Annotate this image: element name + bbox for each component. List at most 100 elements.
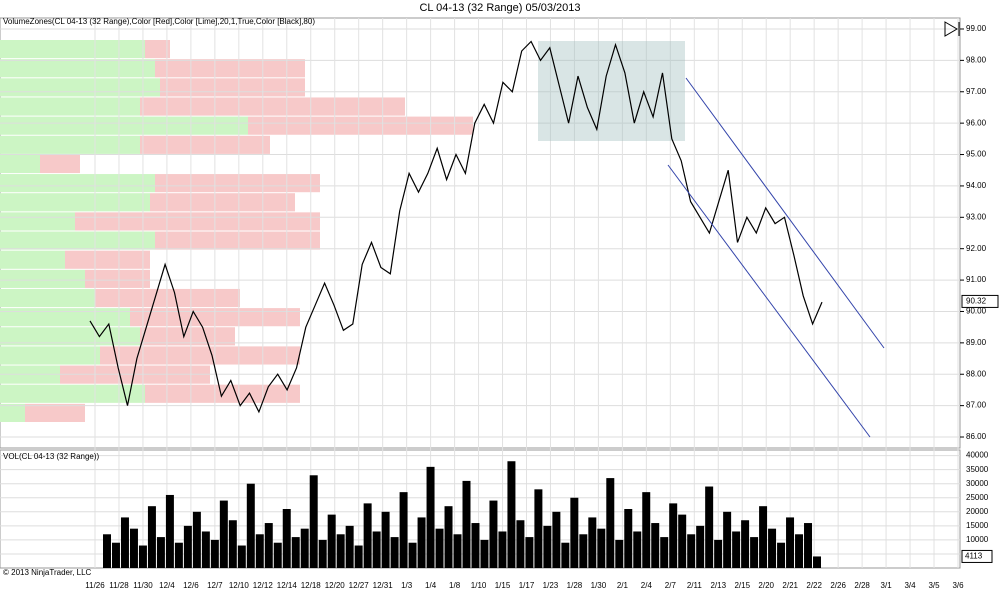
volume-bar: [534, 489, 543, 568]
volume-bar: [219, 500, 228, 568]
volume-bar: [327, 514, 336, 568]
volume-bar: [588, 517, 597, 568]
volume-bar: [138, 545, 147, 568]
x-tick-label: 1/10: [471, 581, 487, 590]
volume-bar: [426, 466, 435, 568]
volume-bar: [516, 520, 525, 568]
volume-bar: [183, 525, 192, 568]
current-volume-box: [961, 549, 993, 563]
volume-bar: [741, 520, 750, 568]
volume-bar: [435, 528, 444, 568]
y-tick-label: 15000: [966, 521, 989, 530]
volume-bar: [480, 539, 489, 568]
chart-title: CL 04-13 (32 Range) 05/03/2013: [419, 2, 580, 14]
volume-bar: [363, 503, 372, 568]
play-icon[interactable]: [944, 21, 958, 37]
volume-bar: [714, 539, 723, 568]
volume-bar: [633, 531, 642, 568]
volume-bar: [498, 531, 507, 568]
zone-buy: [0, 231, 155, 250]
y-tick-label: 88.00: [966, 369, 987, 378]
volume-bar: [687, 534, 696, 568]
x-tick-label: 2/20: [758, 581, 774, 590]
volume-bar: [345, 525, 354, 568]
volume-bar: [597, 528, 606, 568]
y-tick-label: 86.00: [966, 432, 987, 441]
volume-bar: [453, 534, 462, 568]
x-tick-label: 2/13: [710, 581, 726, 590]
volume-bar: [561, 542, 570, 568]
volume-bar: [103, 534, 111, 568]
y-tick-label: 10000: [966, 535, 989, 544]
zone-buy: [0, 327, 140, 346]
zone-buy: [0, 97, 140, 116]
volume-bar: [228, 520, 237, 568]
current-price-box: [961, 294, 999, 308]
x-tick-label: 12/7: [207, 581, 223, 590]
volume-bar: [417, 517, 426, 568]
volume-bar: [804, 523, 813, 568]
volume-bar: [786, 517, 795, 568]
x-tick-label: 2/7: [665, 581, 677, 590]
y-tick-label: 96.00: [966, 118, 987, 127]
volume-bar: [444, 506, 453, 568]
volume-bar: [615, 539, 624, 568]
volume-bar: [579, 534, 588, 568]
zone-sell: [100, 346, 300, 365]
zone-buy: [0, 403, 25, 422]
x-tick-label: 12/6: [183, 581, 199, 590]
x-tick-label: 2/11: [687, 581, 703, 590]
current-volume-label: 4113: [965, 552, 983, 561]
zone-buy: [0, 40, 145, 59]
volume-bar: [759, 506, 768, 568]
y-tick-label: 98.00: [966, 55, 987, 64]
volume-bar: [201, 531, 210, 568]
zone-sell: [155, 59, 305, 78]
zone-sell: [248, 116, 473, 135]
volume-bar: [309, 475, 318, 568]
x-tick-label: 12/10: [229, 581, 250, 590]
volume-bar: [165, 494, 174, 568]
volume-bar: [723, 511, 732, 568]
y-tick-label: 30000: [966, 479, 989, 488]
zone-sell: [40, 154, 80, 174]
x-tick-label: 1/28: [567, 581, 583, 590]
current-price-label: 90.32: [966, 297, 987, 306]
volume-bar: [318, 539, 327, 568]
zone-sell: [85, 269, 150, 288]
volume-bar: [255, 534, 264, 568]
x-tick-label: 3/1: [881, 581, 893, 590]
zone-sell: [75, 212, 320, 231]
x-tick-label: 12/20: [325, 581, 346, 590]
y-tick-label: 40000: [966, 451, 989, 460]
volume-bar: [174, 542, 183, 568]
x-tick-label: 2/28: [854, 581, 870, 590]
volume-bar: [651, 523, 660, 568]
volume-bar: [264, 523, 273, 568]
volume-bar: [660, 537, 669, 568]
y-tick-label: 25000: [966, 493, 989, 502]
volume-bar: [768, 528, 777, 568]
volume-bar: [390, 537, 399, 568]
volume-bar: [678, 514, 687, 568]
volume-bar: [705, 486, 714, 568]
y-tick-label: 94.00: [966, 181, 987, 190]
x-tick-label: 3/5: [928, 581, 940, 590]
volume-bar: [156, 537, 165, 568]
volume-bar: [462, 480, 471, 568]
zone-sell: [155, 174, 320, 193]
volume-bar: [543, 525, 552, 568]
volume-bar: [381, 511, 390, 568]
x-tick-label: 1/15: [495, 581, 511, 590]
y-tick-label: 89.00: [966, 338, 987, 347]
zone-buy: [0, 250, 65, 269]
x-tick-label: 12/14: [277, 581, 298, 590]
price-line: [89, 40, 823, 414]
volume-bar: [237, 545, 246, 568]
volume-bar: [210, 539, 219, 568]
y-tick-label: 35000: [966, 465, 989, 474]
volume-bar: [624, 509, 633, 568]
zone-sell: [140, 135, 270, 154]
volume-bar: [354, 545, 363, 568]
volume-bar: [273, 542, 282, 568]
